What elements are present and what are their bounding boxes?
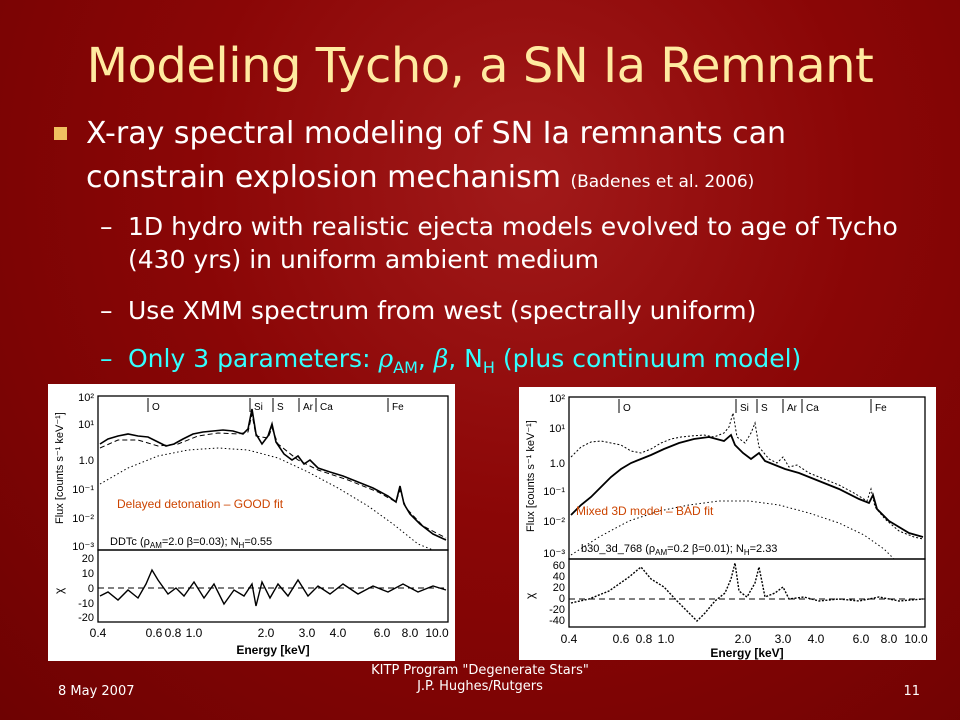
y-tick-label: 10⁻² [543,516,565,528]
footer-center: KITP Program "Degenerate Stars" J.P. Hug… [330,663,630,695]
line-label-ar: Ar [787,403,798,414]
residual-panel-frame [97,549,449,623]
y-tick-label: 10⁻² [72,513,94,525]
x-tick-label: 0.8 [165,626,182,640]
y-tick-label: 60 [553,560,565,572]
chi-axis-label: χ [523,592,537,599]
line-label-fe: Fe [875,403,887,414]
fit-annotation: Mixed 3D model – BAD fit [576,504,714,518]
residual-series [99,568,447,607]
y-axis-label: Flux [counts s⁻¹ keV⁻¹] [54,412,66,524]
slide-title: Modeling Tycho, a SN Ia Remnant [86,38,874,94]
x-tick-label: 1.0 [658,632,675,646]
x-tick-label: 4.0 [808,632,825,646]
y-tick-label: 10¹ [78,419,94,431]
subbullet-text: 1D hydro with realistic ejecta models ev… [128,212,898,274]
dash-icon: – [100,212,113,241]
line-label-o: O [623,403,631,414]
x-tick-label: 4.0 [330,626,347,640]
y-tick-label: 10⁻¹ [543,486,565,498]
y-tick-label: 10 [82,568,94,580]
footer-date: 8 May 2007 [58,684,135,699]
residual-panel-frame [568,558,926,628]
data-series-model [99,413,447,539]
x-tick-label: 8.0 [881,632,898,646]
x-tick-label: 2.0 [258,626,275,640]
subbullet-text: Use XMM spectrum from west (spectrally u… [128,296,757,325]
x-axis-label: Energy [keV] [710,646,783,660]
y-tick-label: 10⁻¹ [72,484,94,496]
x-tick-label: 2.0 [735,632,752,646]
data-series-observed [570,412,924,540]
line-label-si: Si [254,402,263,413]
y-tick-label: 10² [78,392,94,404]
spectrum-plot-left: 10² 10¹ 1.0 10⁻¹ 10⁻² 10⁻³ 20 10 0 -10 -… [48,384,455,661]
x-tick-label: 3.0 [775,632,792,646]
y-tick-label: -40 [549,615,565,627]
y-tick-label: 0 [88,583,94,595]
line-label-fe: Fe [392,402,404,413]
y-tick-label: 10¹ [549,423,565,435]
bullet-square-icon [54,127,67,140]
line-label-o: O [152,402,160,413]
line-label-ca: Ca [320,402,333,413]
y-tick-label: 10⁻³ [72,541,94,553]
y-tick-label: 40 [553,571,565,583]
data-series-observed [99,408,447,541]
x-tick-label: 8.0 [402,626,419,640]
y-axis-label: Flux [counts s⁻¹ keV⁻¹] [525,420,537,532]
footer-author: J.P. Hughes/Rutgers [417,679,543,694]
y-tick-label: 0 [559,593,565,605]
y-tick-label: 1.0 [79,455,94,467]
y-tick-label: 20 [82,553,94,565]
x-tick-label: 1.0 [186,626,203,640]
line-label-ar: Ar [303,402,314,413]
chi-axis-label: χ [52,587,66,594]
citation: (Badenes et al. 2006) [570,172,755,192]
x-tick-label: 0.4 [561,632,578,646]
line-label-s: S [277,402,284,413]
model-label: b30_3d_768 (ρAM=0.2 β=0.01); NH=2.33 [581,543,777,557]
y-tick-label: 10⁻³ [543,548,565,560]
model-label: DDTc (ρAM=2.0 β=0.03); NH=0.55 [110,536,272,550]
y-tick-label: -20 [78,612,94,624]
main-bullet-text: X-ray spectral modeling of SN Ia remnant… [86,116,787,195]
dash-icon: – [100,296,113,325]
flux-panel-frame [97,395,449,551]
footer-program: KITP Program "Degenerate Stars" [371,663,589,678]
fit-annotation: Delayed detonation – GOOD fit [117,497,284,511]
spectrum-plot-right: 10² 10¹ 1.0 10⁻¹ 10⁻² 10⁻³ 60 40 20 0 -2… [519,387,936,660]
y-tick-label: -20 [549,604,565,616]
y-tick-label: 1.0 [550,458,565,470]
line-label-s: S [761,403,768,414]
data-series-continuum [99,447,434,551]
x-tick-label: 0.6 [613,632,630,646]
x-tick-label: 10.0 [425,626,449,640]
x-tick-label: 0.6 [146,626,163,640]
x-tick-label: 6.0 [374,626,391,640]
x-tick-label: 10.0 [904,632,928,646]
subbullet-text: Only 3 parameters: ρAM, β, NH (plus cont… [128,344,802,377]
y-tick-label: -10 [78,598,94,610]
flux-panel-frame [568,396,926,560]
dash-icon: – [100,344,113,373]
x-tick-label: 0.8 [636,632,653,646]
data-series-model [570,433,924,538]
x-axis-label: Energy [keV] [236,643,309,657]
x-tick-label: 0.4 [90,626,107,640]
y-tick-label: 20 [553,582,565,594]
main-bullet: X-ray spectral modeling of SN Ia remnant… [86,112,916,204]
footer-page-number: 11 [903,684,920,699]
line-label-ca: Ca [806,403,819,414]
x-tick-label: 3.0 [299,626,316,640]
x-tick-label: 6.0 [853,632,870,646]
y-tick-label: 10² [549,393,565,405]
line-label-si: Si [740,403,749,414]
residual-series [570,562,924,622]
